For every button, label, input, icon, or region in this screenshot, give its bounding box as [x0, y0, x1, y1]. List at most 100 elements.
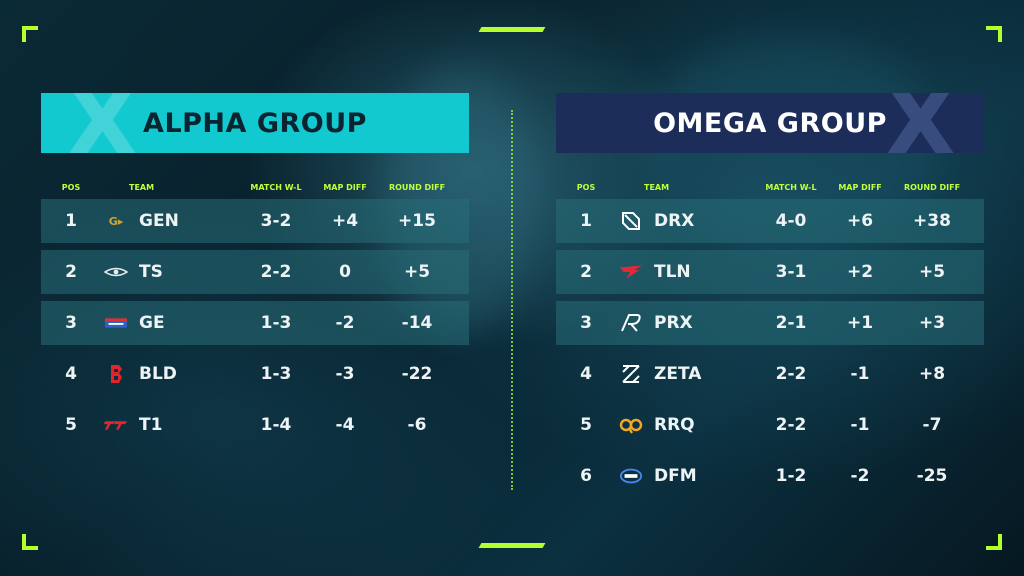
dfm-icon: [619, 466, 643, 486]
row-team: GEN: [139, 211, 179, 231]
row-team: BLD: [139, 364, 177, 384]
corner-bracket-top-right: [986, 26, 1002, 42]
table-row: 4 ZETA 2-2 -1 +8: [556, 352, 984, 396]
accent-bar-top: [478, 27, 546, 32]
table-row: 2 TS 2-2 0 +5: [41, 250, 469, 294]
row-team: ZETA: [654, 364, 702, 384]
rrq-icon: [619, 415, 643, 435]
alpha-table-header: POS TEAM MATCH W-L MAP DIFF ROUND DIFF: [41, 177, 469, 197]
row-pos: 6: [580, 466, 592, 486]
t1-icon: [104, 415, 128, 435]
table-row: 5 T1 1-4 -4 -6: [41, 403, 469, 447]
header-map-diff: MAP DIFF: [838, 182, 882, 192]
zeta-icon: [619, 364, 643, 384]
omega-table-header: POS TEAM MATCH W-L MAP DIFF ROUND DIFF: [556, 177, 984, 197]
row-pos: 4: [580, 364, 592, 384]
alpha-group-banner: X ALPHA GROUP: [41, 93, 469, 153]
corner-bracket-bottom-right: [986, 534, 1002, 550]
table-row: 3 PRX 2-1 +1 +3: [556, 301, 984, 345]
omega-group-panel: X OMEGA GROUP POS TEAM MATCH W-L MAP DIF…: [556, 93, 984, 498]
row-pos: 3: [65, 313, 77, 333]
header-pos: POS: [576, 182, 596, 192]
row-round-diff: -25: [916, 466, 948, 486]
row-team: DRX: [654, 211, 695, 231]
table-row: 2 TLN 3-1 +2 +5: [556, 250, 984, 294]
row-round-diff: +38: [913, 211, 951, 231]
header-map-diff: MAP DIFF: [323, 182, 367, 192]
row-map-diff: 0: [339, 262, 351, 282]
row-match-wl: 1-3: [260, 364, 292, 384]
header-match-wl: MATCH W-L: [250, 182, 302, 192]
corner-bracket-top-left: [22, 26, 38, 42]
gen-icon: G▸: [108, 214, 124, 228]
header-team: TEAM: [644, 182, 670, 192]
row-map-diff: -3: [335, 364, 355, 384]
row-round-diff: +5: [403, 262, 431, 282]
row-map-diff: -4: [335, 415, 355, 435]
header-round-diff: ROUND DIFF: [903, 182, 961, 192]
drx-icon: [619, 211, 643, 231]
row-team: TS: [139, 262, 163, 282]
row-map-diff: +1: [846, 313, 874, 333]
alpha-group-panel: X ALPHA GROUP POS TEAM MATCH W-L MAP DIF…: [41, 93, 469, 447]
table-row: 1 G▸ GEN 3-2 +4 +15: [41, 199, 469, 243]
ts-icon: [104, 262, 128, 282]
alpha-standings: 1 G▸ GEN 3-2 +4 +15 2 TS 2-2 0 +5 3 GE 1…: [41, 199, 469, 447]
header-round-diff: ROUND DIFF: [388, 182, 446, 192]
row-team: TLN: [654, 262, 691, 282]
x-watermark-icon: X: [67, 93, 138, 153]
row-match-wl: 1-2: [775, 466, 807, 486]
row-pos: 5: [580, 415, 592, 435]
corner-bracket-bottom-left: [22, 534, 38, 550]
table-row: 4 BLD 1-3 -3 -22: [41, 352, 469, 396]
omega-group-banner: X OMEGA GROUP: [556, 93, 984, 153]
row-pos: 2: [65, 262, 77, 282]
row-pos: 1: [65, 211, 77, 231]
row-round-diff: +3: [918, 313, 946, 333]
header-pos: POS: [61, 182, 81, 192]
row-match-wl: 4-0: [775, 211, 807, 231]
group-divider: [511, 110, 513, 490]
row-team: RRQ: [654, 415, 695, 435]
header-match-wl: MATCH W-L: [765, 182, 817, 192]
omega-standings: 1 DRX 4-0 +6 +38 2 TLN 3-1 +2 +5 3 PRX: [556, 199, 984, 498]
row-match-wl: 2-2: [775, 364, 807, 384]
ge-icon: [104, 313, 128, 333]
row-pos: 4: [65, 364, 77, 384]
row-match-wl: 1-4: [260, 415, 292, 435]
row-match-wl: 3-2: [260, 211, 292, 231]
row-map-diff: -2: [335, 313, 355, 333]
table-row: 6 DFM 1-2 -2 -25: [556, 454, 984, 498]
tln-icon: [619, 262, 643, 282]
row-round-diff: -14: [401, 313, 433, 333]
row-match-wl: 2-2: [775, 415, 807, 435]
row-match-wl: 3-1: [775, 262, 807, 282]
table-row: 3 GE 1-3 -2 -14: [41, 301, 469, 345]
row-map-diff: -1: [850, 364, 870, 384]
row-team: GE: [139, 313, 165, 333]
row-map-diff: +6: [846, 211, 874, 231]
row-team: PRX: [654, 313, 693, 333]
row-team: T1: [139, 415, 163, 435]
row-match-wl: 2-2: [260, 262, 292, 282]
row-map-diff: -1: [850, 415, 870, 435]
alpha-group-title: ALPHA GROUP: [143, 107, 367, 139]
row-round-diff: +15: [398, 211, 436, 231]
table-row: 5 RRQ 2-2 -1 -7: [556, 403, 984, 447]
row-pos: 3: [580, 313, 592, 333]
accent-bar-bottom: [478, 543, 546, 548]
x-watermark-icon: X: [885, 93, 956, 153]
omega-group-title: OMEGA GROUP: [653, 107, 887, 139]
row-round-diff: -7: [922, 415, 942, 435]
row-pos: 2: [580, 262, 592, 282]
row-round-diff: -22: [401, 364, 433, 384]
row-round-diff: +8: [918, 364, 946, 384]
row-map-diff: -2: [850, 466, 870, 486]
bld-icon: [104, 364, 128, 384]
table-row: 1 DRX 4-0 +6 +38: [556, 199, 984, 243]
prx-icon: [619, 313, 643, 333]
row-match-wl: 1-3: [260, 313, 292, 333]
row-pos: 5: [65, 415, 77, 435]
row-map-diff: +4: [331, 211, 359, 231]
row-pos: 1: [580, 211, 592, 231]
